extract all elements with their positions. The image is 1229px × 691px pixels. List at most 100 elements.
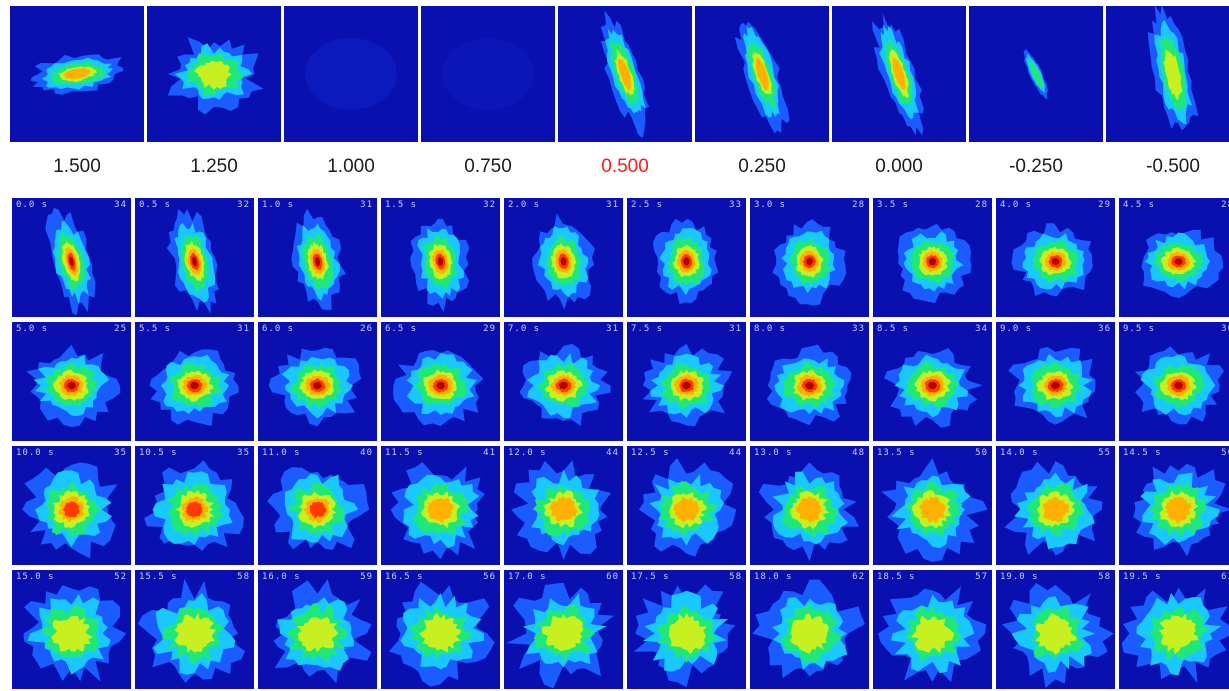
- intensity-contour-3: [174, 612, 217, 653]
- time-label: 2.5 s: [631, 200, 664, 210]
- intensity-contour-6: [806, 257, 814, 266]
- time-label: 12.0 s: [508, 448, 547, 458]
- intensity-contour-3: [1158, 613, 1198, 654]
- beam-profile-image: [1119, 198, 1229, 317]
- time-frame-cell: 13.0 s 48: [750, 446, 869, 565]
- time-frame-cell: 10.5 s 35: [135, 446, 254, 565]
- value-label: 50: [1221, 448, 1229, 458]
- value-label: 55: [1098, 448, 1111, 458]
- value-label: 35: [114, 448, 127, 458]
- time-frame-cell: 5.0 s 25: [12, 322, 131, 441]
- intensity-contour-3: [296, 617, 339, 653]
- beam-profile-image: [873, 198, 992, 317]
- time-label: 14.0 s: [1000, 448, 1039, 458]
- time-label: 15.5 s: [139, 572, 178, 582]
- value-label: 59: [360, 572, 373, 582]
- time-label: 18.0 s: [754, 572, 793, 582]
- value-label: 29: [1098, 200, 1111, 210]
- time-label: 5.0 s: [16, 324, 49, 334]
- value-label: 52: [114, 572, 127, 582]
- value-label: 56: [483, 572, 496, 582]
- beam-profile-image: [381, 322, 500, 441]
- intensity-contour-6: [804, 381, 814, 390]
- time-frame-cell: 0.5 s 32: [135, 198, 254, 317]
- intensity-contour-6: [314, 256, 321, 267]
- time-frame-cell: 2.0 s 31: [504, 198, 623, 317]
- beam-profile-image: [873, 322, 992, 441]
- time-frame-cell: 17.5 s 58: [627, 570, 746, 689]
- intensity-contour-6: [313, 381, 322, 390]
- value-label: 31: [360, 200, 373, 210]
- intensity-contour-6: [192, 256, 197, 267]
- beam-profile-image: [1106, 6, 1229, 142]
- time-frame-cell: 18.0 s 62: [750, 570, 869, 689]
- intensity-contour-6: [928, 257, 936, 266]
- value-label: 48: [852, 448, 865, 458]
- time-label: 11.5 s: [385, 448, 424, 458]
- top-image-4: [558, 6, 692, 142]
- intensity-contour-3: [1035, 613, 1077, 655]
- intensity-contour-4: [549, 496, 578, 522]
- intensity-contour-2: [1028, 59, 1044, 89]
- value-label: 44: [606, 448, 619, 458]
- value-label: 34: [114, 200, 127, 210]
- value-label: 36: [1098, 324, 1111, 334]
- beam-profile-image: [381, 570, 500, 689]
- value-label: 36: [1221, 324, 1229, 334]
- intensity-contour-4: [63, 68, 91, 80]
- time-frame-cell: 11.0 s 40: [258, 446, 377, 565]
- intensity-contour-4: [617, 57, 632, 91]
- value-label: 63: [1221, 572, 1229, 582]
- time-label: 15.0 s: [16, 572, 55, 582]
- beam-profile-image: [12, 198, 131, 317]
- value-label: 50: [975, 448, 988, 458]
- value-label: 31: [606, 324, 619, 334]
- beam-profile-image: [135, 570, 254, 689]
- time-frame-cell: 11.5 s 41: [381, 446, 500, 565]
- beam-profile-image: [12, 322, 131, 441]
- value-label: 41: [483, 448, 496, 458]
- time-frame-cell: 0.0 s 34: [12, 198, 131, 317]
- top-image-label: -0.500: [1146, 156, 1200, 177]
- time-label: 10.0 s: [16, 448, 55, 458]
- value-label: 29: [483, 324, 496, 334]
- intensity-contour-6: [1051, 258, 1060, 266]
- intensity-contour-3: [910, 615, 955, 654]
- time-label: 0.5 s: [139, 200, 172, 210]
- time-frame-cell: 7.5 s 31: [627, 322, 746, 441]
- value-label: 62: [852, 572, 865, 582]
- intensity-contour-4: [755, 57, 769, 91]
- top-image-5: [695, 6, 829, 142]
- time-label: 7.5 s: [631, 324, 664, 334]
- top-image-label: 0.000: [875, 156, 923, 177]
- top-image-label: 0.250: [738, 156, 786, 177]
- top-image-row: [10, 6, 1229, 142]
- beam-profile-image: [832, 6, 966, 142]
- time-label: 13.5 s: [877, 448, 916, 458]
- time-frame-cell: 3.5 s 28: [873, 198, 992, 317]
- time-frame-cell: 12.5 s 44: [627, 446, 746, 565]
- time-frame-cell: 10.0 s 35: [12, 446, 131, 565]
- top-image-0: [10, 6, 144, 142]
- beam-profile-image: [381, 198, 500, 317]
- intensity-contour-6: [560, 257, 567, 266]
- time-label: 13.0 s: [754, 448, 793, 458]
- time-frame-cell: 8.0 s 33: [750, 322, 869, 441]
- value-label: 33: [852, 324, 865, 334]
- beam-profile-image: [504, 322, 623, 441]
- time-frame-cell: 13.5 s 50: [873, 446, 992, 565]
- value-label: 58: [237, 572, 250, 582]
- time-label: 14.5 s: [1123, 448, 1162, 458]
- intensity-contour-3: [668, 612, 707, 655]
- time-label: 6.5 s: [385, 324, 418, 334]
- time-frame-cell: 15.5 s 58: [135, 570, 254, 689]
- time-frame-cell: 5.5 s 31: [135, 322, 254, 441]
- beam-profile-image: [135, 198, 254, 317]
- intensity-contour-3: [789, 613, 829, 654]
- intensity-contour-4: [672, 497, 700, 523]
- time-label: 19.5 s: [1123, 572, 1162, 582]
- beam-profile-image: [750, 322, 869, 441]
- value-label: 25: [114, 324, 127, 334]
- intensity-contour-3: [418, 612, 461, 653]
- top-image-2: [284, 6, 418, 142]
